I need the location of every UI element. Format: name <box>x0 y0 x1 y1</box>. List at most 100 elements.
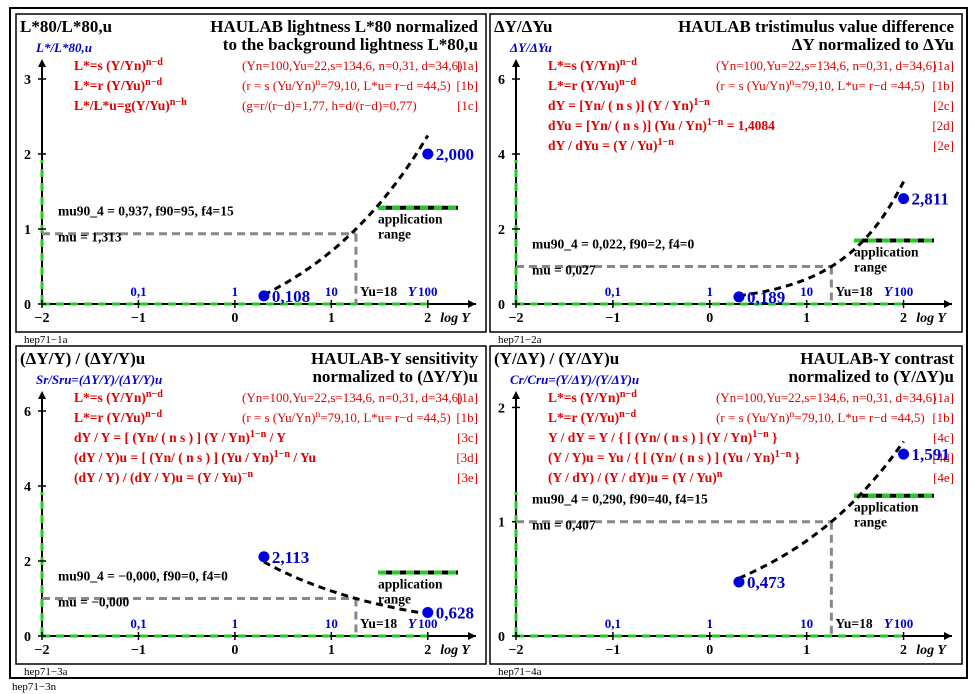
lin-tick-label: 1 <box>707 616 714 631</box>
panel-code: hep71−4a <box>498 666 542 678</box>
x-tick-label: −2 <box>35 643 50 658</box>
note-mu: mu = −0,000 <box>58 595 130 610</box>
equation-tag: [3e] <box>457 470 478 485</box>
x-axis-label: log Y <box>916 311 947 326</box>
app-range-label: range <box>854 515 887 530</box>
y-axis-arrow <box>512 391 520 399</box>
equation-params: (Yn=100,Yu=22,s=134,6, n=0,31, d=34,6) <box>716 390 936 405</box>
corner-label: (ΔY/Y) / (ΔY/Y)u <box>20 349 145 368</box>
y-tick-label: 2 <box>498 223 505 238</box>
equation-tag: [2e] <box>933 138 954 153</box>
lin-tick-label: 0,1 <box>130 616 146 631</box>
x-axis-arrow <box>468 300 476 308</box>
lin-tick-label: 0,1 <box>130 284 146 299</box>
equation-left: Y / dY = Y / { [ (Yn/ ( n s ) ] (Y / Yn)… <box>548 429 777 446</box>
equation-tag: [1b] <box>456 410 478 425</box>
panel-title-line: normalized to (ΔY/Y)u <box>312 367 478 386</box>
equation-params: (Yn=100,Yu=22,s=134,6, n=0,31, d=34,6) <box>242 390 462 405</box>
equation-left: L*=s (Y/Yn)n−d <box>74 389 163 406</box>
panel-frame <box>15 345 487 665</box>
panel-title-line: normalized to (Y/ΔY)u <box>788 367 954 386</box>
equation-left: L*=r (Y/Yu)n−d <box>74 409 162 426</box>
equation-tag: [2d] <box>932 118 954 133</box>
equation-left: L*/L*u=g(Y/Yu)n−h <box>74 97 187 114</box>
lin-tick-label: 1 <box>707 284 714 299</box>
panel-title-line: HAULAB lightness L*80 normalized <box>210 17 478 36</box>
data-curve <box>263 134 430 297</box>
x-tick-label: 0 <box>706 643 713 658</box>
x-tick-label: 1 <box>328 643 335 658</box>
data-label: 1,591 <box>912 445 950 464</box>
corner-label: L*80/L*80,u <box>20 17 112 36</box>
app-range-label: range <box>854 260 887 275</box>
note-mu90: mu90_4 = 0,937, f90=95, f4=15 <box>58 204 234 219</box>
x-axis-label: log Y <box>916 643 947 658</box>
lin-tick-label: 0,1 <box>605 616 621 631</box>
y-tick-label: 0 <box>24 630 31 645</box>
panel-3: −2 −1 0 1 2 0,1 1 10 100 0 2 4 6 log Y Y Sr/Sru=(ΔY/Y)/… <box>15 345 487 678</box>
x-tick-label: −2 <box>509 311 524 326</box>
panel-title-line: HAULAB-Y contrast <box>800 349 954 368</box>
panel-title-line: ΔY normalized to ΔYu <box>792 35 954 54</box>
equation-tag: [2c] <box>933 98 954 113</box>
equation-params: (r = s (Yu/Yn)n=79,10, L*u= r−d =44,5) <box>716 409 925 426</box>
lin-tick-label: 10 <box>800 284 813 299</box>
equation-tag: [1a] <box>933 390 954 405</box>
panel-code: hep71−3a <box>24 666 68 678</box>
data-label: 0,473 <box>747 573 785 592</box>
equation-tag: [1b] <box>932 410 954 425</box>
y-tick-label: 6 <box>24 405 31 420</box>
yu-label: Yu=18 <box>360 284 397 299</box>
x-tick-label: 2 <box>900 643 907 658</box>
x-axis-label: log Y <box>440 311 471 326</box>
x-tick-label: −1 <box>605 643 620 658</box>
panel-code: hep71−2a <box>498 334 542 346</box>
x-axis-arrow <box>944 300 952 308</box>
note-mu: mu = 1,313 <box>58 230 122 245</box>
x-axis-arrow <box>468 632 476 640</box>
y-axis-arrow <box>38 391 46 399</box>
x-lin-axis-label: Y <box>884 617 894 632</box>
equation-left: L*=s (Y/Yn)n−d <box>548 389 637 406</box>
x-tick-label: 0 <box>231 643 238 658</box>
lin-tick-label: 10 <box>800 616 813 631</box>
note-mu: mu = 0,407 <box>532 518 596 533</box>
x-tick-label: 0 <box>231 311 238 326</box>
data-point <box>422 148 434 160</box>
y-axis-arrow <box>38 59 46 67</box>
x-tick-label: −1 <box>131 643 146 658</box>
lin-tick-label: 1 <box>232 616 239 631</box>
equation-tag: [1a] <box>457 58 478 73</box>
equation-tag: [4c] <box>933 430 954 445</box>
x-tick-label: −1 <box>605 311 620 326</box>
y-tick-label: 3 <box>24 73 31 88</box>
data-label: 0,628 <box>436 603 474 622</box>
data-label: 2,000 <box>436 145 474 164</box>
equation-tag: [3c] <box>457 430 478 445</box>
data-point <box>733 576 745 588</box>
figure-code: hep71−3n <box>12 681 57 693</box>
outer-frame <box>9 7 968 679</box>
panel-title-line: HAULAB tristimulus value difference <box>678 17 954 36</box>
panel-2: −2 −1 0 1 2 0,1 1 10 100 0 2 4 6 log Y Y ΔY/ΔYu ΔY/ΔYu HA… <box>489 13 963 346</box>
y-tick-label: 0 <box>24 298 31 313</box>
data-label: 2,811 <box>912 190 949 209</box>
y-tick-label: 4 <box>498 148 505 163</box>
data-curve <box>738 180 905 298</box>
y-tick-label: 2 <box>24 148 31 163</box>
data-point <box>422 606 434 618</box>
equation-left: (dY / Y) / (dY / Y)u = (Y / Yu)−n <box>74 469 253 486</box>
lin-tick-label: 0,1 <box>605 284 621 299</box>
equation-tag: [4d] <box>932 450 954 465</box>
lin-tick-label: 10 <box>325 284 338 299</box>
data-point <box>733 291 745 303</box>
lin-tick-label: 100 <box>894 284 914 299</box>
panel-frame <box>489 13 963 333</box>
equation-tag: [3d] <box>456 450 478 465</box>
x-lin-axis-label: Y <box>884 285 894 300</box>
y-axis-label: L*/L*80,u <box>35 40 92 55</box>
x-axis-label: log Y <box>440 643 471 658</box>
x-tick-label: 2 <box>424 643 431 658</box>
equation-tag: [1b] <box>932 78 954 93</box>
